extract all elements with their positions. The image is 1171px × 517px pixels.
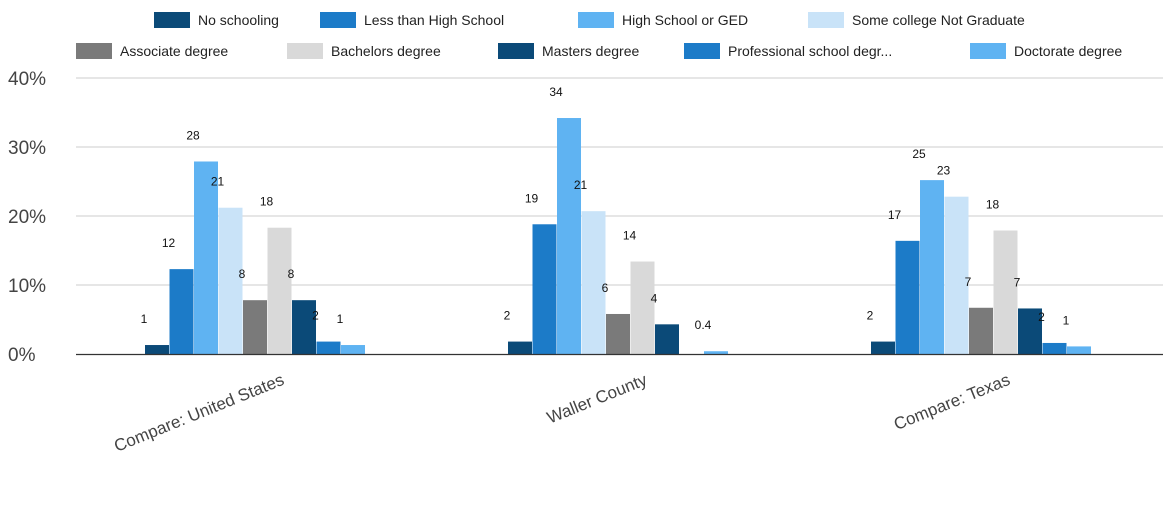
legend-label: No schooling bbox=[198, 12, 279, 28]
bar bbox=[145, 345, 169, 354]
y-tick-label: 20% bbox=[8, 207, 46, 228]
bar bbox=[292, 300, 316, 354]
legend-swatch bbox=[498, 43, 534, 59]
legend-label: Some college Not Graduate bbox=[852, 12, 1025, 28]
bar bbox=[871, 341, 895, 354]
data-label: 2 bbox=[504, 309, 511, 323]
legend-swatch bbox=[684, 43, 720, 59]
bar bbox=[169, 269, 194, 354]
bars bbox=[145, 118, 1091, 355]
data-label: 34 bbox=[549, 85, 563, 99]
data-label: 19 bbox=[525, 191, 539, 205]
bar bbox=[557, 118, 581, 355]
bar bbox=[1067, 346, 1091, 354]
data-label: 18 bbox=[260, 195, 274, 209]
data-label: 14 bbox=[623, 229, 637, 243]
bar bbox=[243, 300, 267, 354]
y-tick-label: 0% bbox=[8, 345, 36, 366]
data-label: 17 bbox=[888, 208, 902, 222]
y-axis-ticks: 0% 10% 20% 30% 40% bbox=[8, 69, 46, 366]
data-label: 8 bbox=[239, 267, 246, 281]
legend-swatch bbox=[154, 12, 190, 28]
bar bbox=[1018, 308, 1042, 354]
bar bbox=[944, 196, 969, 354]
data-label: 1 bbox=[141, 312, 148, 326]
gridlines bbox=[76, 77, 1163, 286]
bar bbox=[1042, 342, 1067, 354]
legend-swatch bbox=[320, 12, 356, 28]
data-label: 21 bbox=[211, 175, 225, 189]
data-label: 1 bbox=[337, 312, 344, 326]
data-label: 21 bbox=[574, 178, 588, 192]
legend-label: Masters degree bbox=[542, 43, 639, 59]
legend-label: Bachelors degree bbox=[331, 43, 441, 59]
legend-label: Less than High School bbox=[364, 12, 504, 28]
bar bbox=[508, 341, 532, 354]
data-label: 25 bbox=[912, 147, 926, 161]
data-label: 2 bbox=[1038, 310, 1045, 324]
data-label: 28 bbox=[186, 128, 200, 142]
data-label: 4 bbox=[651, 291, 658, 305]
x-category-label: Waller County bbox=[544, 370, 650, 428]
bar bbox=[704, 351, 728, 354]
legend-label: Doctorate degree bbox=[1014, 43, 1122, 59]
data-label: 6 bbox=[602, 281, 609, 295]
bar bbox=[194, 161, 218, 354]
data-label: 7 bbox=[1014, 275, 1021, 289]
data-label: 7 bbox=[965, 275, 972, 289]
x-category-label: Compare: Texas bbox=[891, 370, 1013, 434]
bar bbox=[316, 341, 341, 354]
data-label: 1 bbox=[1063, 313, 1070, 327]
data-label: 2 bbox=[867, 309, 874, 323]
legend: No schooling Less than High School High Sc… bbox=[76, 12, 1122, 59]
bar bbox=[895, 240, 920, 354]
legend-swatch bbox=[76, 43, 112, 59]
y-tick-label: 40% bbox=[8, 69, 46, 90]
bar bbox=[581, 211, 606, 354]
x-axis-category-labels: Compare: United States Waller County Compa… bbox=[111, 370, 1012, 456]
bar bbox=[218, 207, 243, 354]
bar bbox=[606, 313, 630, 354]
bar bbox=[532, 224, 557, 354]
legend-swatch bbox=[578, 12, 614, 28]
legend-swatch bbox=[287, 43, 323, 59]
legend-swatch bbox=[808, 12, 844, 28]
data-label: 0.4 bbox=[695, 318, 712, 332]
bar bbox=[655, 324, 679, 354]
bar bbox=[969, 307, 993, 354]
data-label: 18 bbox=[986, 197, 1000, 211]
y-tick-label: 30% bbox=[8, 138, 46, 159]
bar bbox=[341, 345, 365, 354]
bar bbox=[993, 230, 1018, 354]
y-tick-label: 10% bbox=[8, 276, 46, 297]
data-label: 12 bbox=[162, 236, 176, 250]
data-label: 2 bbox=[312, 309, 319, 323]
legend-swatch bbox=[970, 43, 1006, 59]
bar bbox=[920, 180, 944, 354]
bar bbox=[630, 261, 655, 354]
legend-label: High School or GED bbox=[622, 12, 748, 28]
legend-label: Professional school degr... bbox=[728, 43, 892, 59]
data-label: 23 bbox=[937, 164, 951, 178]
legend-label: Associate degree bbox=[120, 43, 228, 59]
x-category-label: Compare: United States bbox=[111, 370, 286, 456]
data-label: 8 bbox=[288, 267, 295, 281]
bar bbox=[267, 227, 292, 354]
